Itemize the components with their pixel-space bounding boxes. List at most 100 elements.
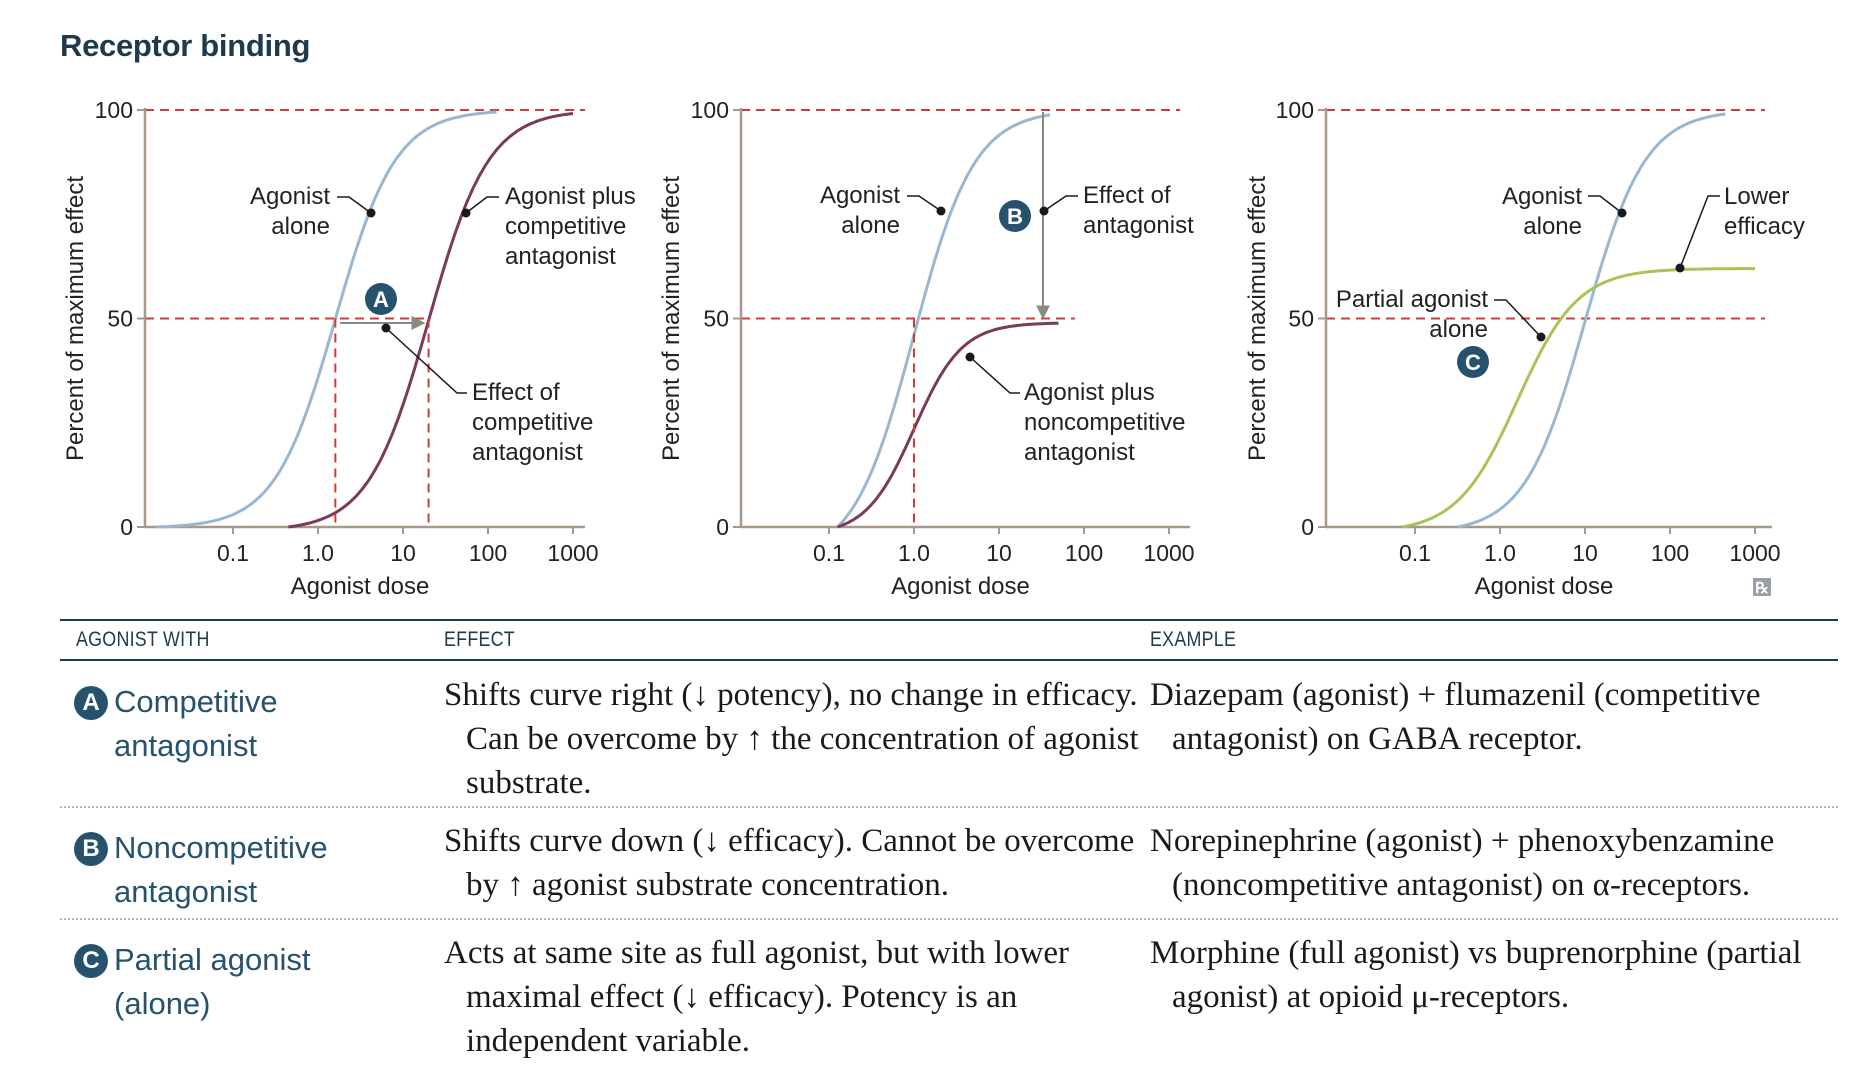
panel-a-label-plus: antagonist xyxy=(505,243,616,270)
y-tick-label: 0 xyxy=(120,514,133,540)
row-label-text: Partial agonist (alone) xyxy=(114,942,311,1021)
row-separator xyxy=(60,806,1838,808)
y-tick-label: 0 xyxy=(716,514,729,540)
panel-b-leader-plus xyxy=(969,356,1020,394)
x-tick-label: 1000 xyxy=(1143,540,1194,566)
panel-c-label-agonist: alone xyxy=(1523,213,1582,240)
panel-b-label-plus: antagonist xyxy=(1024,439,1135,466)
panel-c-dot-agonist xyxy=(1617,208,1627,218)
x-axis-label: Agonist dose xyxy=(891,573,1030,600)
y-tick-label: 50 xyxy=(1288,306,1314,332)
row-label-text: Competitive antagonist xyxy=(114,684,278,763)
badge-a: A xyxy=(74,686,108,720)
panel-a-dynamic: 0 50 100 0.1 1.0 10 100 1000 Agonist dose Percent… xyxy=(62,97,599,600)
x-tick-label: 1.0 xyxy=(1484,540,1516,566)
x-tick-label: 1.0 xyxy=(898,540,930,566)
table-cell-example-b: Norepinephrine (agonist) + phenoxybenzam… xyxy=(1150,823,1775,903)
x-tick-label: 10 xyxy=(986,540,1012,566)
panel-b-dot-agonist xyxy=(936,206,946,216)
panel-c-label-lower: efficacy xyxy=(1724,213,1805,240)
panel-b-label-effect: antagonist xyxy=(1083,212,1194,239)
y-axis-label: Percent of maximum effect xyxy=(1244,176,1271,461)
panel-b-label-agonist: alone xyxy=(841,212,900,239)
table-header-agonist-with: AGONIST WITH xyxy=(76,628,210,651)
panel-c-dynamic: 0 50 100 0.1 1.0 10 100 1000 Agonist dose Percent… xyxy=(1244,97,1781,600)
x-tick-label: 0.1 xyxy=(813,540,845,566)
chart-panel-a: 0 50 100 0.1 1.0 10 100 1000 Agonist dose Percent… xyxy=(62,97,636,600)
x-tick-label: 10 xyxy=(1572,540,1598,566)
panel-c-leader-lower xyxy=(1679,195,1720,269)
panel-c-label-lower: Lower xyxy=(1724,183,1789,210)
table-row-label-b: B Noncompetitive antagonist xyxy=(74,826,344,914)
series-line-1 xyxy=(156,110,497,529)
x-tick-label: 1.0 xyxy=(302,540,334,566)
panel-c-label-agonist: Agonist xyxy=(1502,183,1582,210)
table-cell-example-a: Diazepam (agonist) + flumazenil (competi… xyxy=(1150,677,1761,757)
svg-text:A: A xyxy=(373,287,389,312)
y-tick-label: 50 xyxy=(703,306,729,332)
chart-panel-c: 0 50 100 0.1 1.0 10 100 1000 Agonist dose Percent… xyxy=(1244,97,1805,600)
table-row-label-a: A Competitive antagonist xyxy=(74,680,344,768)
rx-logo: ℞ xyxy=(1753,578,1771,597)
panel-a-label-plus: competitive xyxy=(505,213,626,240)
panel-b-label-agonist: Agonist xyxy=(820,182,900,209)
table-cell-effect-b: Shifts curve down (↓ efficacy). Cannot b… xyxy=(444,823,1135,903)
svg-text:℞: ℞ xyxy=(1755,580,1768,597)
panel-c-leader-partial xyxy=(1494,299,1542,338)
y-tick-label: 100 xyxy=(1276,97,1314,123)
x-tick-label: 0.1 xyxy=(217,540,249,566)
y-tick-label: 100 xyxy=(95,97,133,123)
y-tick-label: 50 xyxy=(107,306,133,332)
panel-b-leader-effect xyxy=(1043,195,1078,212)
panel-c-dot-partial xyxy=(1536,332,1546,342)
panel-a-badge: A xyxy=(365,283,397,315)
panel-a-leader-plus xyxy=(465,196,499,214)
series-line-2 xyxy=(288,112,574,529)
panel-b-label-plus: noncompetitive xyxy=(1024,409,1185,436)
panel-c-label-partial: Partial agonist xyxy=(1336,286,1488,313)
panel-c-badge: C xyxy=(1457,346,1489,378)
chart-panel-b: 0 50 100 0.1 1.0 10 100 1000 Agonist dose Percent… xyxy=(658,97,1195,600)
svg-text:C: C xyxy=(1465,350,1481,375)
series-line-1 xyxy=(1457,112,1726,529)
panel-b-badge: B xyxy=(999,200,1031,232)
panel-a-label-agonist: Agonist xyxy=(250,183,330,210)
x-tick-label: 1000 xyxy=(1729,540,1780,566)
row-separator xyxy=(60,918,1838,920)
table-top-rule xyxy=(60,619,1838,621)
table-header-example: EXAMPLE xyxy=(1150,628,1237,651)
x-tick-label: 1000 xyxy=(547,540,598,566)
y-tick-label: 100 xyxy=(691,97,729,123)
panel-a-label-agonist: alone xyxy=(271,213,330,240)
x-tick-label: 100 xyxy=(469,540,507,566)
panel-c-leader-agonist xyxy=(1588,195,1623,214)
panel-a-label-effect: competitive xyxy=(472,409,593,436)
y-axis-label: Percent of maximum effect xyxy=(62,176,89,461)
panel-b-dot-plus xyxy=(965,352,975,362)
panel-b-label-plus: Agonist plus xyxy=(1024,379,1155,406)
panel-b-label-effect: Effect of xyxy=(1083,182,1171,209)
panel-b-dynamic: 0 50 100 0.1 1.0 10 100 1000 Agonist dose Percent… xyxy=(658,97,1195,600)
y-tick-label: 0 xyxy=(1301,514,1314,540)
badge-c: C xyxy=(74,944,108,978)
x-tick-label: 0.1 xyxy=(1399,540,1431,566)
table-header-effect: EFFECT xyxy=(444,628,515,651)
series-line-2 xyxy=(837,321,1059,529)
series-line-2 xyxy=(1402,267,1755,529)
panel-a-dot-agonist xyxy=(366,208,376,218)
x-tick-label: 100 xyxy=(1065,540,1103,566)
panel-b-leader-agonist xyxy=(907,195,942,212)
panel-b-dot-effect xyxy=(1039,206,1049,216)
panel-a-label-effect: Effect of xyxy=(472,379,560,406)
panel-a-label-effect: antagonist xyxy=(472,439,583,466)
table-cell-effect-a: Shifts curve right (↓ potency), no chang… xyxy=(444,677,1139,801)
x-axis-label: Agonist dose xyxy=(291,573,430,600)
table-row-label-c: C Partial agonist (alone) xyxy=(74,938,344,1026)
panel-c-label-partial: alone xyxy=(1429,316,1488,343)
table-header-rule xyxy=(60,659,1838,661)
row-label-text: Noncompetitive antagonist xyxy=(114,830,328,909)
x-axis-label: Agonist dose xyxy=(1475,573,1614,600)
svg-text:B: B xyxy=(1007,204,1023,229)
table-cell-effect-c: Acts at same site as full agonist, but w… xyxy=(444,935,1070,1059)
